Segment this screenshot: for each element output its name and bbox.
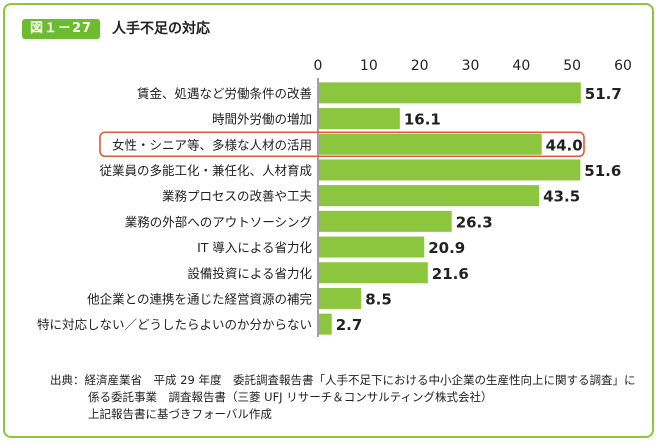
- highlight-box: [99, 131, 585, 158]
- bar: [319, 262, 428, 284]
- bar: [319, 108, 400, 130]
- value-label: 20.9: [428, 239, 465, 257]
- category-label: 女性・シニア等、多様な人材の活用: [112, 137, 312, 152]
- x-tick-label: 40: [512, 58, 530, 74]
- category-label: 賃金、処遇など労働条件の改善: [137, 86, 312, 101]
- value-label: 43.5: [543, 188, 580, 206]
- bar: [319, 287, 362, 309]
- category-label: 特に対応しない／どうしたらよいのか分からない: [37, 317, 312, 332]
- x-tick-label: 10: [360, 58, 378, 74]
- bar: [319, 313, 332, 335]
- category-label: 業務の外部へのアウトソーシング: [125, 214, 312, 229]
- category-label: 他企業との連携を通じた経営資源の補完: [87, 291, 312, 306]
- x-tick-label: 20: [411, 58, 429, 74]
- source-line-2: 係る委託事業 調査報告書（三菱 UFJ リサーチ＆コンサルティング株式会社）: [88, 390, 493, 404]
- figure-title: 人手不足の対応: [112, 21, 210, 37]
- value-label: 16.1: [404, 111, 441, 129]
- value-label: 2.7: [336, 316, 363, 334]
- source-line-3: 上記報告書に基づきフォーバル作成: [88, 407, 272, 421]
- bar: [319, 236, 425, 258]
- bar: [319, 185, 540, 207]
- category-label: 時間外労働の増加: [212, 112, 312, 127]
- x-tick-label: 50: [563, 58, 581, 74]
- bar: [319, 133, 542, 155]
- value-label: 26.3: [456, 213, 493, 231]
- value-label: 21.6: [432, 265, 469, 283]
- value-label: 44.0: [546, 136, 583, 154]
- x-tick-label: 0: [314, 58, 323, 74]
- value-label: 51.6: [584, 162, 621, 180]
- category-label: 設備投資による省力化: [187, 266, 312, 281]
- category-label: IT 導入による省力化: [197, 240, 312, 255]
- bar: [319, 82, 581, 104]
- category-label: 業務プロセスの改善や工夫: [162, 189, 313, 204]
- source-line-1: 出典：経済産業省 平成 29 年度 委託調査報告書「人手不足下における中小企業の…: [50, 373, 636, 387]
- category-label: 従業員の多能工化・兼任化、人材育成: [99, 163, 312, 178]
- value-label: 51.7: [585, 85, 622, 103]
- x-tick-label: 60: [614, 58, 632, 74]
- bar: [319, 210, 452, 232]
- x-tick-label: 30: [462, 58, 480, 74]
- figure-number-badge: 図１－27: [22, 19, 101, 39]
- source-note: 出典：経済産業省 平成 29 年度 委託調査報告書「人手不足下における中小企業の…: [50, 372, 635, 423]
- bar: [319, 159, 581, 181]
- value-label: 8.5: [365, 290, 392, 308]
